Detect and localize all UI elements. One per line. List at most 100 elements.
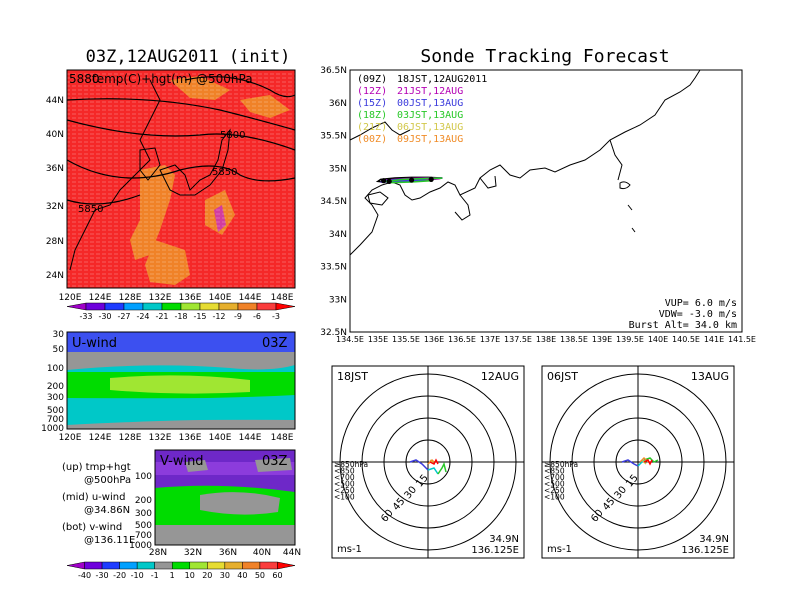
height-contour-4 xyxy=(66,194,141,205)
note-mid-line2: @34.86N xyxy=(84,505,130,516)
u-wind-ytick-100: 100 xyxy=(47,364,64,374)
v-wind-xtick-36n: 36N xyxy=(219,548,237,558)
track-x-tick: 135.5E xyxy=(392,335,420,344)
launch-code-00z: (00Z) xyxy=(357,134,387,145)
track-x-tick: 138E xyxy=(536,335,556,344)
wind-colorbar-label: -10 xyxy=(131,571,144,580)
wind-colorbar-label: -40 xyxy=(78,571,91,580)
hodograph-left-wind-trace-2 xyxy=(437,461,447,475)
map-frame xyxy=(66,69,296,289)
track-y-tick: 33N xyxy=(329,295,347,305)
param-vdw: VDW= -3.0 m/s xyxy=(659,309,737,320)
hodograph-left-unit: ms-1 xyxy=(337,544,362,555)
hodograph-right-lat: 34.9N xyxy=(699,534,729,545)
v-wind-ytick-300: 300 xyxy=(135,509,152,519)
wind-colorbar-swatch xyxy=(84,561,103,570)
hodograph-left: 18JST 12AUG ms-1 34.9N 136.125E 15304560… xyxy=(331,365,525,559)
lon-tick-136e: 136E xyxy=(179,293,202,303)
wind-colorbar: -40 -30 -20 -10 -1 1 10 20 30 40 50 60 xyxy=(66,561,296,580)
map-overlay-label: temp(C)+hgt(m) @500hPa xyxy=(92,72,253,86)
landing-point-0 xyxy=(381,178,387,184)
hatch-overlay xyxy=(67,70,295,288)
wind-colorbar-label: 1 xyxy=(170,571,175,580)
u-wind-xtick-148e: 148E xyxy=(271,433,294,443)
v-wind-lower-gray xyxy=(155,525,295,545)
temp-colorbar-label: -30 xyxy=(98,312,111,321)
height-contour-1 xyxy=(66,98,296,131)
hodograph-left-wind-trace-0 xyxy=(409,459,429,471)
u-wind-ytick-300: 300 xyxy=(47,393,64,403)
launch-time-09z: 18JST,12AUG2011 xyxy=(397,74,487,85)
coastline-boso xyxy=(609,139,623,181)
temp-colorbar-swatch xyxy=(123,302,144,311)
v-wind-ytick-200: 200 xyxy=(135,496,152,506)
v-wind-xtick-44n: 44N xyxy=(283,548,301,558)
u-wind-ytick-700: 700 xyxy=(47,415,64,425)
track-x-tick: 139E xyxy=(592,335,612,344)
track-x-tick: 141E xyxy=(704,335,724,344)
flight-params: VUP= 6.0 m/s VDW= -3.0 m/s Burst Alt= 34… xyxy=(629,298,737,331)
launch-time-00z: 09JST,13AUG xyxy=(397,134,463,145)
wind-colorbar-label: 50 xyxy=(255,571,265,580)
u-wind-ytick-500: 500 xyxy=(47,406,64,416)
hodograph-right-date: 13AUG xyxy=(691,370,729,383)
wind-colorbar-label: 30 xyxy=(220,571,230,580)
temp-colorbar-label: -6 xyxy=(253,312,261,321)
island-izu-3 xyxy=(631,227,636,233)
launch-code-21z: (21Z) xyxy=(357,122,387,133)
wind-colorbar-swatch xyxy=(136,561,155,570)
hodograph-left-time: 18JST xyxy=(337,370,368,383)
v-wind-ytick-500: 500 xyxy=(135,521,152,531)
hodograph-left-level-label: <250 xyxy=(334,486,355,495)
v-wind-ytick-700: 700 xyxy=(135,531,152,541)
u-wind-xtick-144e: 144E xyxy=(239,433,262,443)
u-wind-lower-cyan xyxy=(67,398,295,420)
hodograph-right-level-label: <250 xyxy=(544,486,565,495)
wind-colorbar-swatch xyxy=(119,561,138,570)
wind-colorbar-swatch xyxy=(154,561,173,570)
hodograph-left-level-label: <850 xyxy=(334,467,355,476)
track-x-tick: 134.5E xyxy=(336,335,364,344)
temp-colorbar-swatch xyxy=(142,302,163,311)
coastline-north xyxy=(349,121,411,141)
track-x-tick: 141.5E xyxy=(728,335,756,344)
temp-colorbar-label: -21 xyxy=(155,312,168,321)
wind-colorbar-swatch xyxy=(66,561,85,570)
track-x-tick: 139.5E xyxy=(616,335,644,344)
hodograph-right-wind-trace-5 xyxy=(643,458,653,466)
v-wind-gray-patch-1 xyxy=(185,460,208,472)
launch-time-21z: 06JST,13AUG xyxy=(397,122,463,133)
coastline-japan xyxy=(159,128,231,196)
temperature-colorbar: -33 -30 -27 -24 -21 -18 -15 -12 -9 -6 -3 xyxy=(66,302,296,321)
launch-code-12z: (12Z) xyxy=(357,86,387,97)
wind-colorbar-label: 20 xyxy=(202,571,212,580)
track-y-tick: 34N xyxy=(329,230,347,240)
track-x-tick: 137E xyxy=(480,335,500,344)
hodograph-right-unit: ms-1 xyxy=(547,544,572,555)
lon-tick-120e: 120E xyxy=(59,293,82,303)
temperature-map-panel: 5880 temp(C)+hgt(m) @500hPa 5800 5850 58… xyxy=(46,69,296,321)
temp-colorbar-label: -9 xyxy=(234,312,242,321)
u-wind-xtick-140e: 140E xyxy=(209,433,232,443)
left-title: 03Z,12AUG2011 (init) xyxy=(86,47,291,67)
wind-colorbar-label: -30 xyxy=(96,571,109,580)
wind-colorbar-swatch xyxy=(259,561,278,570)
u-wind-yellowgreen-layer xyxy=(110,375,250,394)
u-wind-ytick-200: 200 xyxy=(47,382,64,392)
hodograph-right-wind-trace-0 xyxy=(621,459,639,467)
track-map-frame xyxy=(349,69,743,333)
contour-label-5800: 5800 xyxy=(220,130,245,141)
hodograph-left-date: 12AUG xyxy=(481,370,519,383)
temp-colorbar-swatch xyxy=(199,302,220,311)
temp-colorbar-swatch xyxy=(104,302,125,311)
wind-colorbar-label: 60 xyxy=(272,571,282,580)
hodograph-left-level-label: <700 xyxy=(334,473,355,482)
lat-tick-40n: 40N xyxy=(46,130,64,140)
u-wind-ytick-1000: 1000 xyxy=(41,424,64,434)
launch-code-15z: (15Z) xyxy=(357,98,387,109)
v-wind-ytick-1000: 1000 xyxy=(129,541,152,551)
note-bot-line2: @136.11E xyxy=(84,535,135,546)
v-wind-xtick-28n: 28N xyxy=(149,548,167,558)
launch-time-12z: 21JST,12AUG xyxy=(397,86,463,97)
track-x-tick: 137.5E xyxy=(504,335,532,344)
